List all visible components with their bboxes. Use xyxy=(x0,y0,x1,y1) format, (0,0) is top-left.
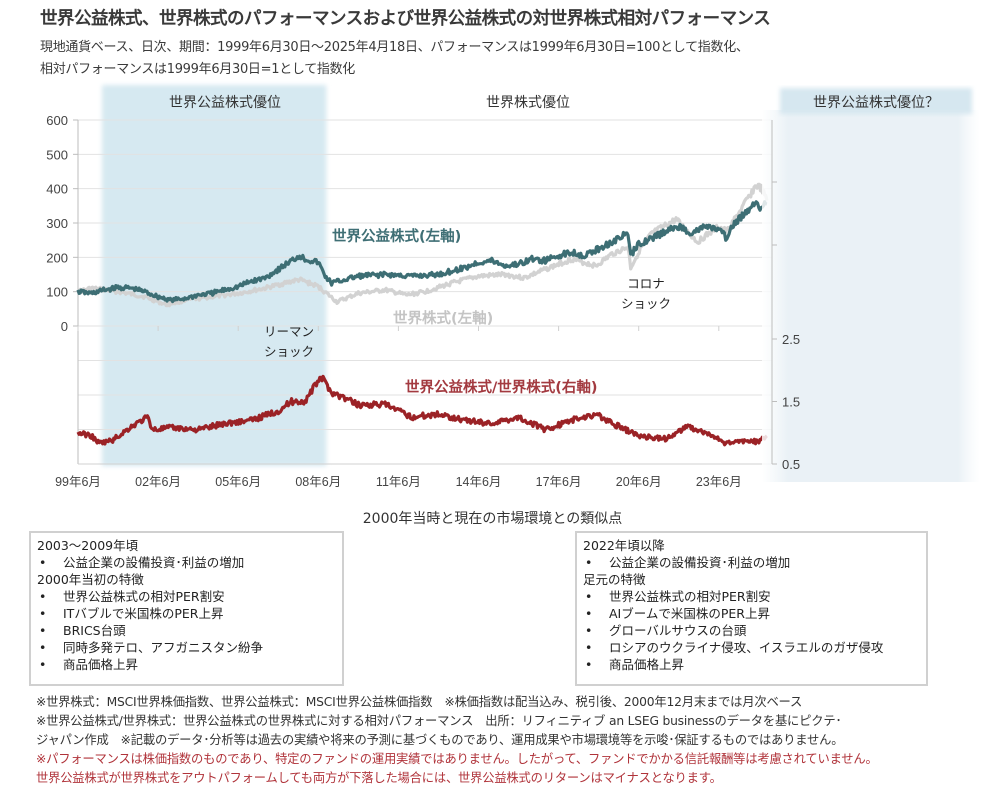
page-title: 世界公益株式、世界株式のパフォーマンスおよび世界公益株式の対世界株式相対パフォー… xyxy=(40,9,771,29)
footnote: ジャパン作成 ※記載のデータ･分析等は過去の実績や将来の予測に基づくものであり、… xyxy=(36,733,844,747)
performance-chart: 0 100 200 300 400 500 600 0.5 1.5 2.5 99年6月 02年6月 05… xyxy=(46,85,980,489)
left-tick-label: 100 xyxy=(46,285,68,300)
series-relative xyxy=(76,374,768,447)
annotation-covid-shock: ショック xyxy=(621,296,671,311)
annotation-lehman-shock: リーマン xyxy=(264,324,314,339)
box-right-item: 世界公益株式の相対PER割安 xyxy=(583,588,920,605)
series-label-relative: 世界公益株式/世界株式(右軸) xyxy=(405,378,598,396)
series-label-utilities: 世界公益株式(左軸) xyxy=(332,227,461,245)
series-label-world: 世界株式(左軸) xyxy=(393,309,493,327)
left-tick-label: 400 xyxy=(46,182,68,197)
box-left-head-2: 2000年当初の特徴 xyxy=(37,572,144,587)
x-tick-label: 99年6月 xyxy=(55,475,101,489)
left-tick-label: 300 xyxy=(46,216,68,231)
box-right-head-1: 2022年頃以降 xyxy=(583,538,665,553)
x-tick-label: 14年6月 xyxy=(456,475,502,489)
box-right-head-2: 足元の特徴 xyxy=(583,572,646,587)
x-tick-label: 02年6月 xyxy=(135,475,181,489)
x-tick-label: 08年6月 xyxy=(295,475,341,489)
region-utilities-outperform xyxy=(102,85,327,466)
right-tick-label: 1.5 xyxy=(782,395,800,410)
left-tick-label: 200 xyxy=(46,250,68,265)
box-left-item: 世界公益株式の相対PER割安 xyxy=(37,588,336,605)
annotation-covid-shock: コロナ xyxy=(627,276,665,291)
region-future-shade xyxy=(762,110,980,482)
box-left-head-1: 2003～2009年頃 xyxy=(37,538,139,553)
footnote: ※世界公益株式/世界株式：世界公益株式の世界株式に対する相対パフォーマンス 出所… xyxy=(36,714,842,728)
region-future-label-bg xyxy=(780,88,972,114)
x-tick-label: 05年6月 xyxy=(215,475,261,489)
box-right-item: グローバルサウスの台頭 xyxy=(583,622,920,639)
footnote: ※世界株式：MSCI世界株価指数、世界公益株式：MSCI世界公益株価指数 ※株価… xyxy=(36,695,803,709)
series-utilities xyxy=(76,200,768,304)
box-left-item: ITバブルで米国株のPER上昇 xyxy=(37,605,336,622)
box-right-item: 公益企業の設備投資･利益の増加 xyxy=(583,554,920,571)
box-current-era: 2022年頃以降 公益企業の設備投資･利益の増加 足元の特徴 世界公益株式の相対… xyxy=(575,531,928,686)
box-left-item: BRICS台頭 xyxy=(37,622,336,639)
x-tick-label: 23年6月 xyxy=(696,475,742,489)
box-right-item: 商品価格上昇 xyxy=(583,656,920,673)
left-tick-label: 600 xyxy=(46,113,68,128)
left-tick-label: 0 xyxy=(61,319,68,334)
footnote-warning: 世界公益株式が世界株式をアウトパフォームしても両方が下落した場合には、世界公益株… xyxy=(36,771,722,785)
right-tick-label: 2.5 xyxy=(782,332,800,347)
x-tick-label: 11年6月 xyxy=(376,475,421,489)
box-left-item: 商品価格上昇 xyxy=(37,656,336,673)
right-tick-label: 0.5 xyxy=(782,457,800,472)
box-2000-era: 2003～2009年頃 公益企業の設備投資･利益の増加 2000年当初の特徴 世… xyxy=(29,531,344,686)
region-label-utilities: 世界公益株式優位 xyxy=(169,95,281,111)
x-tick-label: 20年6月 xyxy=(616,475,662,489)
region-label-world: 世界株式優位 xyxy=(486,95,570,111)
box-left-item: 公益企業の設備投資･利益の増加 xyxy=(37,554,336,571)
box-left-item: 同時多発テロ、アフガニスタン紛争 xyxy=(37,639,336,656)
left-tick-label: 500 xyxy=(46,147,68,162)
box-right-item: AIブームで米国株のPER上昇 xyxy=(583,605,920,622)
x-tick-label: 17年6月 xyxy=(536,475,582,489)
footnote-warning: ※パフォーマンスは株価指数のものであり、特定のファンドの運用実績ではありません。… xyxy=(36,752,878,766)
annotation-lehman-shock: ショック xyxy=(264,344,314,359)
subtitle-line-2: 相対パフォーマンスは1999年6月30日=1として指数化 xyxy=(40,62,356,77)
region-label-future: 世界公益株式優位？ xyxy=(813,95,939,111)
subtitle-line-1: 現地通貨ベース、日次、期間：1999年6月30日～2025年4月18日、パフォー… xyxy=(40,40,749,55)
footnotes: ※世界株式：MSCI世界株価指数、世界公益株式：MSCI世界公益株価指数 ※株価… xyxy=(36,693,878,788)
comparison-section-title: 2000年当時と現在の市場環境との類似点 xyxy=(362,511,623,527)
box-right-item: ロシアのウクライナ侵攻、イスラエルのガザ侵攻 xyxy=(583,639,920,656)
